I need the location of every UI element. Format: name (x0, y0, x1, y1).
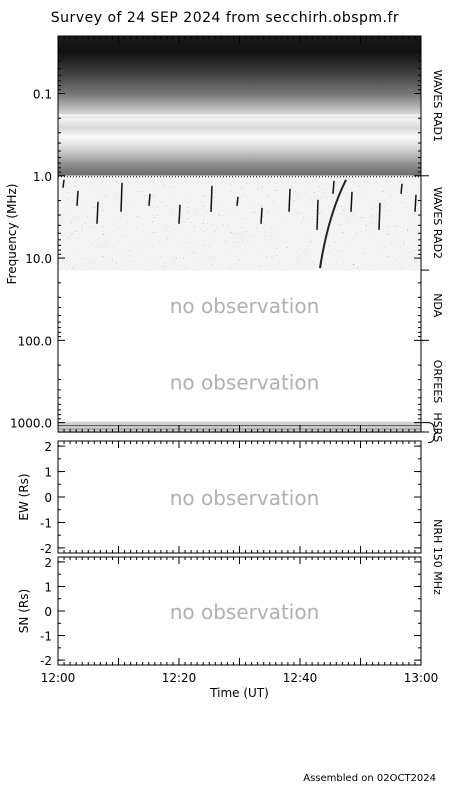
burst-streak (316, 199, 319, 230)
sn-frame (57, 556, 422, 666)
burst-streak (120, 182, 123, 212)
y-tick-label: 0.1 (33, 88, 52, 102)
no-observation-text: no observation (170, 370, 320, 394)
ew-frame (57, 440, 422, 554)
burst-streak (350, 191, 353, 212)
burst-streak (178, 204, 181, 224)
burst-streak (148, 193, 151, 206)
sn-y-tick-label: -2 (40, 654, 52, 668)
burst-streak (210, 185, 213, 212)
nrh-label: NRH 150 MHz (431, 519, 444, 595)
ew-y-tick-label: 2 (44, 440, 52, 454)
rad1-spectrum (58, 36, 421, 176)
x-tick-label: 12:20 (162, 671, 197, 685)
no-observation-text: no observation (170, 600, 320, 624)
x-axis-label: Time (UT) (209, 686, 269, 700)
ew-y-tick-label: 0 (44, 491, 52, 505)
y-tick-label: 1.0 (33, 170, 52, 184)
burst-streak (62, 179, 65, 188)
burst-streak (236, 196, 239, 206)
instrument-label-hsrs: HSRS (431, 412, 444, 442)
hsrs-brace (427, 422, 439, 444)
sn-y-label: SN (Rs) (17, 589, 31, 633)
spectrum-panel: WAVES RAD1 WAVES RAD2 no observation NDA no … (5, 35, 444, 444)
no-observation-text: no observation (170, 486, 320, 510)
burst-streak (260, 207, 263, 224)
rad1-band (58, 114, 421, 117)
instrument-label-orfees: ORFEES (431, 360, 444, 404)
no-observation-text: no observation (170, 294, 320, 318)
time-axis: 12:00 12:20 12:40 13:00 Time (UT) (41, 36, 439, 700)
ew-y-tick-label: -2 (40, 542, 52, 556)
x-tick-label: 12:00 (41, 671, 76, 685)
ew-panel: 2 1 0 -1 -2 EW (Rs) no observation NRH 150 MHz (17, 440, 444, 595)
sn-y-tick-label: 1 (44, 580, 52, 594)
y-tick-label: 10.0 (25, 252, 52, 266)
burst-streak (414, 194, 417, 212)
sn-panel: 2 1 0 -1 -2 SN (Rs) no observation (17, 556, 422, 668)
ew-y-label: EW (Rs) (17, 473, 31, 520)
instrument-label-nda: NDA (431, 293, 444, 318)
burst-streak (288, 188, 291, 212)
rad2-spectrum (58, 175, 421, 271)
chart-title: Survey of 24 SEP 2024 from secchirh.obsp… (50, 10, 400, 26)
x-tick-label: 13:00 (404, 671, 439, 685)
sn-y-tick-label: 0 (44, 605, 52, 619)
type-iii-burst (319, 179, 347, 269)
burst-streak (96, 201, 99, 224)
ew-y-tick-label: -1 (40, 516, 52, 530)
sn-y-tick-label: 2 (44, 556, 52, 570)
y-axis-label: Frequency (MHz) (5, 184, 19, 285)
ew-y-tick-label: 1 (44, 466, 52, 480)
burst-streak (76, 190, 79, 206)
burst-streak (378, 202, 381, 230)
x-tick-label: 12:40 (283, 671, 318, 685)
instrument-label-waves-rad1: WAVES RAD1 (431, 70, 444, 142)
instrument-label-waves-rad2: WAVES RAD2 (431, 187, 444, 259)
y-tick-label: 1000.0 (10, 417, 52, 431)
sn-y-tick-label: -1 (40, 630, 52, 644)
y-tick-label: 100.0 (18, 334, 52, 348)
assembled-note: Assembled on 02OCT2024 (303, 773, 436, 784)
burst-streak (332, 180, 335, 194)
burst-streak (400, 183, 403, 194)
